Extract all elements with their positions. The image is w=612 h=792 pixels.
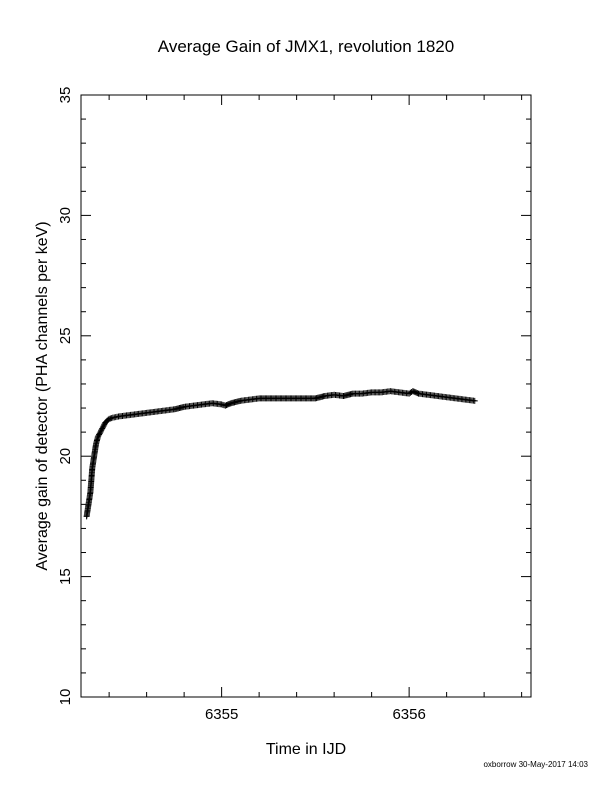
x-tick-label: 6356: [392, 706, 425, 723]
x-axis-label: Time in IJD: [266, 741, 346, 758]
y-tick-label: 35: [57, 87, 74, 104]
x-tick-label: 6355: [205, 706, 238, 723]
y-tick-label: 25: [57, 327, 74, 344]
y-tick-label: 30: [57, 207, 74, 224]
y-tick-label: 10: [57, 689, 74, 706]
y-tick-label: 20: [57, 448, 74, 465]
plot-frame: [80, 94, 532, 698]
data-point: [471, 397, 478, 404]
y-axis-label: Average gain of detector (PHA channels p…: [34, 221, 51, 570]
footer-credit: oxborrow 30-May-2017 14:03: [483, 760, 588, 769]
data-points: [83, 388, 478, 520]
tick-labels: 10 15 20 25 30 35 6355 6356: [57, 87, 426, 723]
axis-ticks: [81, 94, 531, 698]
y-tick-label: 15: [57, 568, 74, 585]
chart-title: Average Gain of JMX1, revolution 1820: [158, 37, 454, 56]
